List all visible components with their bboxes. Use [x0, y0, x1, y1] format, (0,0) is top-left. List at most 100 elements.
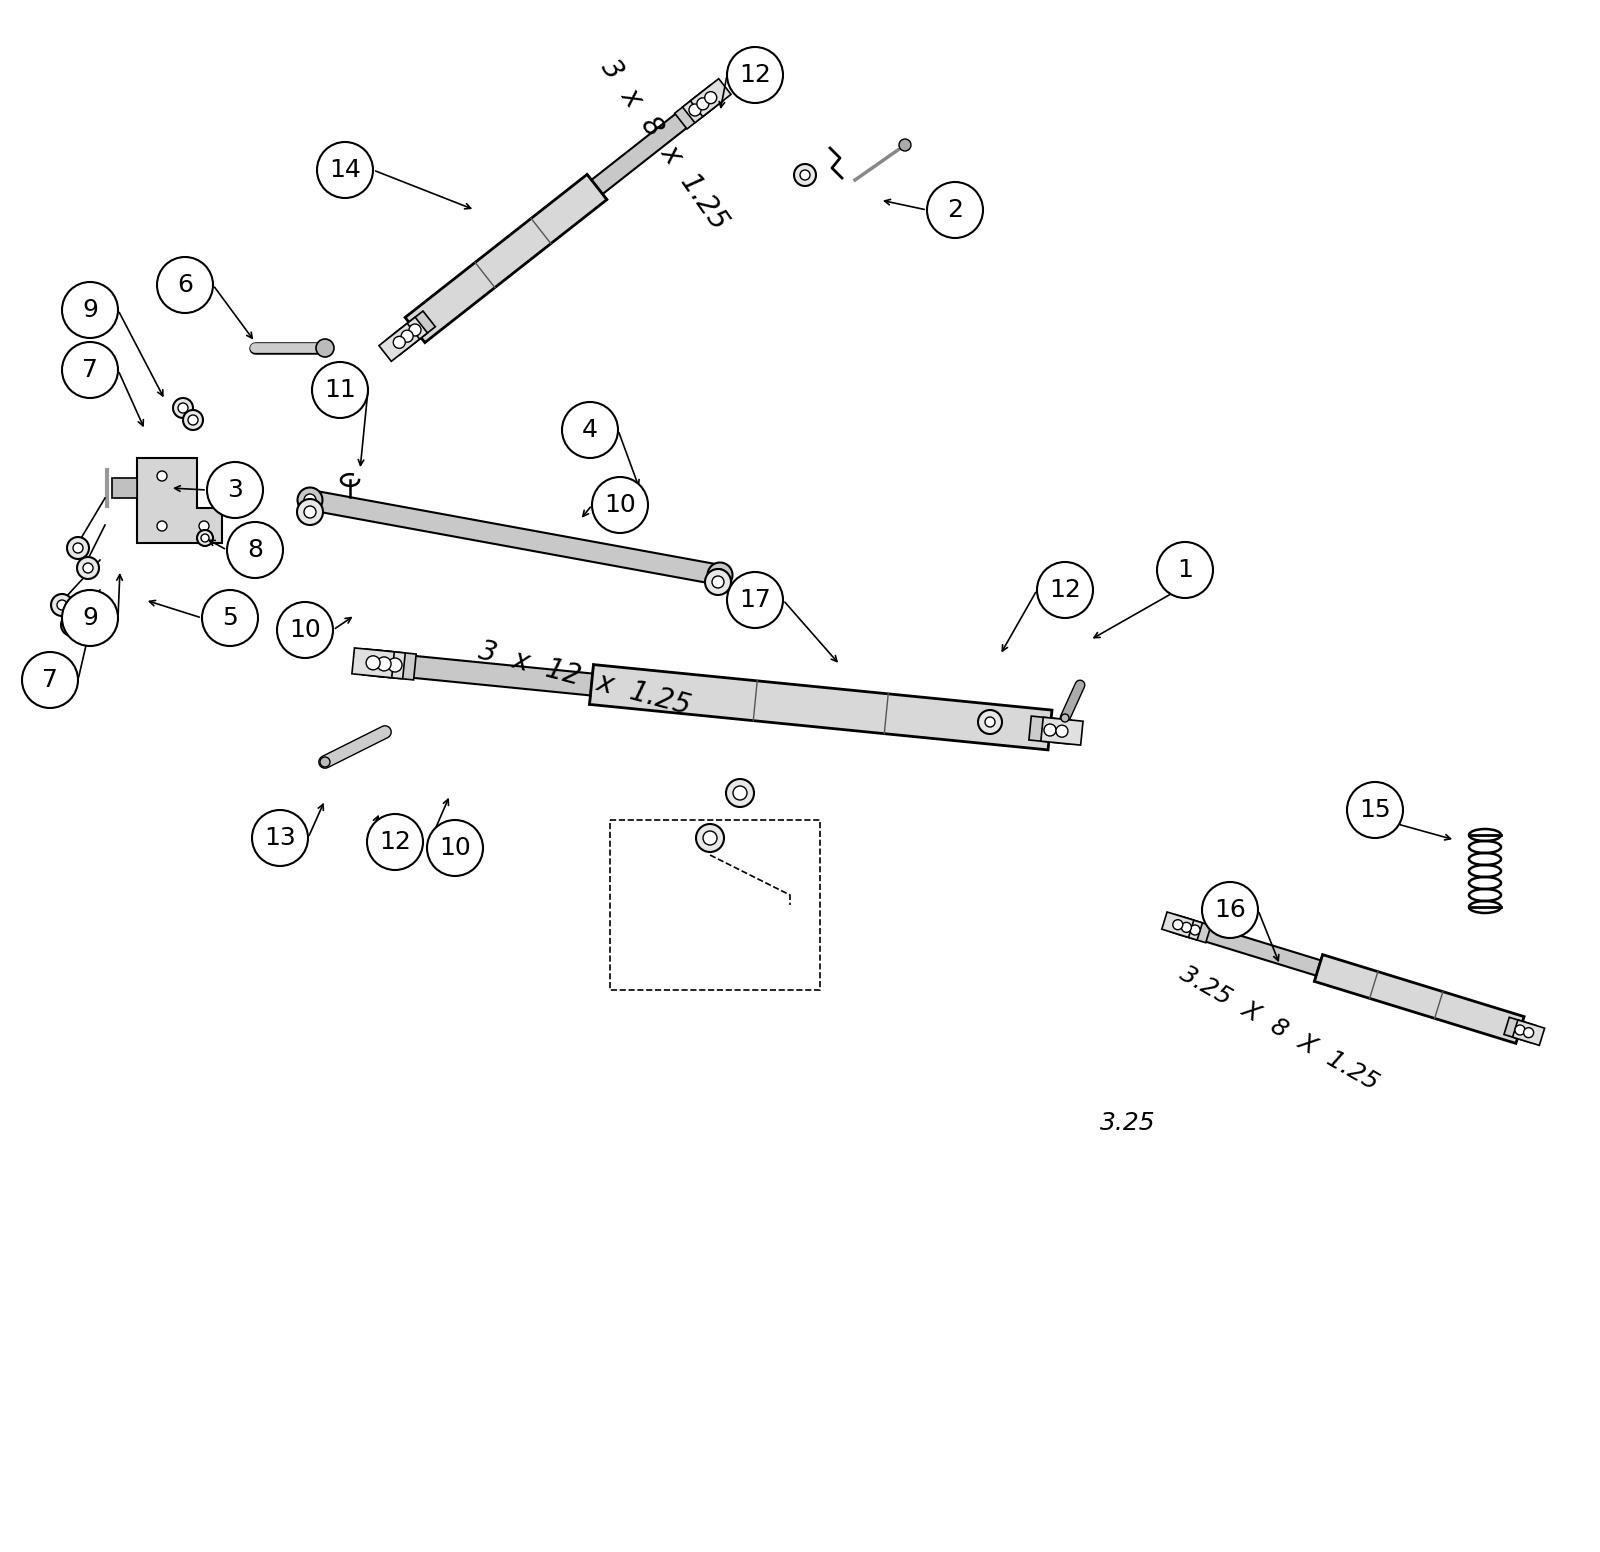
Text: 14: 14 [330, 158, 362, 182]
Circle shape [1157, 542, 1213, 598]
Polygon shape [1179, 917, 1211, 942]
Polygon shape [1170, 914, 1203, 941]
Ellipse shape [707, 562, 733, 588]
Ellipse shape [726, 779, 754, 807]
Polygon shape [387, 317, 427, 355]
Polygon shape [1029, 715, 1070, 743]
Ellipse shape [189, 414, 198, 425]
Ellipse shape [74, 543, 83, 553]
Ellipse shape [986, 717, 995, 726]
Ellipse shape [77, 557, 99, 579]
Circle shape [394, 337, 405, 348]
Polygon shape [395, 310, 435, 349]
Circle shape [227, 521, 283, 577]
Ellipse shape [178, 404, 189, 413]
Circle shape [1056, 725, 1067, 737]
Text: 11: 11 [325, 379, 355, 402]
Text: 3: 3 [227, 478, 243, 501]
Polygon shape [138, 458, 222, 543]
Polygon shape [379, 323, 419, 362]
Polygon shape [363, 649, 405, 678]
Text: 15: 15 [1358, 798, 1390, 823]
Circle shape [317, 338, 334, 357]
Circle shape [726, 573, 782, 629]
Circle shape [366, 656, 381, 670]
Circle shape [1173, 920, 1182, 930]
Circle shape [62, 282, 118, 338]
Circle shape [277, 602, 333, 658]
Ellipse shape [298, 487, 323, 512]
Polygon shape [1314, 954, 1525, 1043]
Text: 3  x  8  x  1.25: 3 x 8 x 1.25 [595, 54, 733, 234]
Ellipse shape [702, 830, 717, 844]
Circle shape [714, 570, 726, 580]
Circle shape [562, 402, 618, 458]
Text: 9: 9 [82, 298, 98, 321]
Text: 12: 12 [739, 64, 771, 87]
Circle shape [198, 521, 210, 531]
Polygon shape [309, 490, 722, 585]
Polygon shape [1504, 1017, 1536, 1043]
Ellipse shape [202, 534, 210, 542]
Ellipse shape [800, 171, 810, 180]
Ellipse shape [61, 615, 83, 636]
Text: 4: 4 [582, 417, 598, 442]
Text: 3.25  X  8  X  1.25: 3.25 X 8 X 1.25 [1174, 962, 1382, 1096]
Text: 12: 12 [379, 830, 411, 854]
Circle shape [899, 140, 910, 151]
Ellipse shape [67, 619, 77, 630]
Text: 17: 17 [739, 588, 771, 611]
Text: 8: 8 [246, 539, 262, 562]
Circle shape [202, 590, 258, 646]
Polygon shape [112, 478, 138, 498]
Polygon shape [405, 174, 606, 343]
Ellipse shape [83, 563, 93, 573]
Polygon shape [1042, 717, 1083, 745]
Circle shape [320, 757, 330, 767]
Circle shape [1190, 925, 1200, 934]
Ellipse shape [706, 570, 731, 594]
Polygon shape [1512, 1020, 1544, 1046]
Polygon shape [592, 102, 701, 194]
Circle shape [62, 590, 118, 646]
Circle shape [1181, 922, 1192, 933]
Text: 16: 16 [1214, 899, 1246, 922]
Polygon shape [352, 647, 394, 678]
Text: 13: 13 [264, 826, 296, 850]
Ellipse shape [51, 594, 74, 616]
Ellipse shape [197, 529, 213, 546]
Circle shape [312, 362, 368, 417]
Polygon shape [394, 653, 592, 695]
Circle shape [402, 331, 413, 341]
Ellipse shape [182, 410, 203, 430]
Ellipse shape [978, 709, 1002, 734]
Text: 6: 6 [178, 273, 194, 296]
Text: 12: 12 [1050, 577, 1082, 602]
Circle shape [592, 476, 648, 532]
Text: 3  x  12  x  1.25: 3 x 12 x 1.25 [475, 636, 693, 720]
Circle shape [1523, 1027, 1534, 1038]
Polygon shape [690, 79, 731, 116]
Ellipse shape [696, 824, 723, 852]
Polygon shape [374, 650, 416, 680]
Ellipse shape [298, 500, 323, 525]
Circle shape [320, 343, 330, 352]
Ellipse shape [794, 165, 816, 186]
Circle shape [157, 470, 166, 481]
Text: 5: 5 [222, 605, 238, 630]
Circle shape [253, 810, 307, 866]
Circle shape [378, 656, 390, 670]
Text: 1: 1 [1178, 559, 1194, 582]
Polygon shape [1162, 913, 1194, 937]
Ellipse shape [58, 601, 67, 610]
Circle shape [427, 819, 483, 875]
Ellipse shape [733, 785, 747, 799]
Text: 9: 9 [82, 605, 98, 630]
Polygon shape [589, 664, 1051, 750]
Circle shape [157, 258, 213, 314]
Circle shape [366, 813, 422, 871]
Circle shape [206, 462, 262, 518]
Text: 2: 2 [947, 199, 963, 222]
Text: 7: 7 [42, 667, 58, 692]
Circle shape [704, 92, 717, 104]
